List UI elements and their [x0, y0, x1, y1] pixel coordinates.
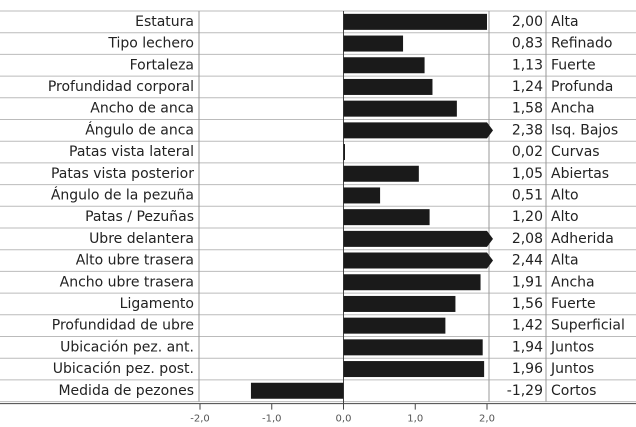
category-label: Fortaleza: [130, 57, 194, 73]
descriptor: Alto: [551, 187, 579, 203]
descriptor: Fuerte: [551, 57, 596, 73]
value-label: 2,44: [512, 253, 543, 269]
bar: [343, 361, 485, 378]
bar: [343, 165, 419, 182]
category-label: Ubicación pez. post.: [53, 361, 194, 377]
descriptor: Adherida: [551, 231, 614, 247]
descriptor: Cortos: [551, 383, 596, 399]
bar: [343, 187, 381, 204]
bar: [343, 230, 493, 247]
descriptor: Profunda: [551, 79, 613, 95]
value-label: 2,08: [512, 231, 543, 247]
descriptor: Curvas: [551, 144, 600, 160]
descriptor: Juntos: [550, 361, 594, 377]
bar: [343, 144, 345, 161]
bar: [343, 100, 457, 117]
category-label: Medida de pezones: [58, 383, 194, 399]
value-label: 2,38: [512, 122, 543, 138]
descriptor: Fuerte: [551, 296, 596, 312]
bar: [343, 317, 446, 334]
value-label: 1,42: [512, 318, 543, 334]
descriptor: Alto: [551, 209, 579, 225]
bar: [343, 35, 404, 52]
value-label: 0,02: [512, 144, 543, 160]
x-tick-label: -2,0: [190, 414, 210, 425]
descriptor: Alta: [551, 14, 579, 30]
bar: [343, 122, 493, 139]
value-label: 1,05: [512, 166, 543, 182]
value-label: 1,96: [512, 361, 543, 377]
value-label: 2,00: [512, 14, 543, 30]
category-label: Ubicación pez. ant.: [60, 339, 194, 355]
category-label: Ancho de anca: [90, 101, 194, 117]
x-tick-label: -1,0: [262, 414, 282, 425]
x-tick-label: 2,0: [479, 414, 495, 425]
bar: [343, 252, 493, 269]
category-label: Ángulo de la pezuña: [51, 186, 194, 203]
descriptor: Ancha: [551, 101, 595, 117]
value-label: 1,91: [512, 274, 543, 290]
bar: [250, 382, 344, 399]
value-label: 0,51: [512, 187, 543, 203]
value-label: 1,56: [512, 296, 543, 312]
bar: [343, 274, 481, 291]
category-label: Patas / Pezuñas: [85, 209, 194, 225]
category-label: Patas vista lateral: [69, 144, 194, 160]
bar: [343, 339, 483, 356]
category-label: Profundidad corporal: [48, 79, 194, 95]
bar: [343, 13, 487, 30]
descriptor: Alta: [551, 253, 579, 269]
category-label: Patas vista posterior: [51, 166, 194, 182]
category-label: Estatura: [135, 14, 194, 30]
category-label: Ubre delantera: [89, 231, 194, 247]
category-label: Alto ubre trasera: [76, 253, 194, 269]
value-label: -1,29: [507, 383, 543, 399]
bar: [343, 57, 425, 74]
category-label: Ancho ubre trasera: [60, 274, 194, 290]
value-label: 1,13: [512, 57, 543, 73]
descriptor: Superficial: [551, 318, 625, 334]
descriptor: Refinado: [551, 36, 612, 52]
value-label: 1,20: [512, 209, 543, 225]
descriptor: Abiertas: [551, 166, 609, 182]
value-label: 0,83: [512, 36, 543, 52]
category-label: Ligamento: [120, 296, 194, 312]
bar: [343, 295, 456, 312]
bar: [343, 209, 430, 226]
value-label: 1,94: [512, 339, 543, 355]
descriptor: Isq. Bajos: [551, 122, 618, 138]
bar: [343, 78, 433, 95]
category-label: Profundidad de ubre: [52, 318, 194, 334]
descriptor: Ancha: [551, 274, 595, 290]
x-tick-label: 0,0: [336, 414, 352, 425]
x-tick-label: 1,0: [407, 414, 423, 425]
category-label: Ángulo de anca: [85, 121, 194, 138]
descriptor: Juntos: [550, 339, 594, 355]
value-label: 1,58: [512, 101, 543, 117]
value-label: 1,24: [512, 79, 543, 95]
category-label: Tipo lechero: [107, 36, 194, 52]
